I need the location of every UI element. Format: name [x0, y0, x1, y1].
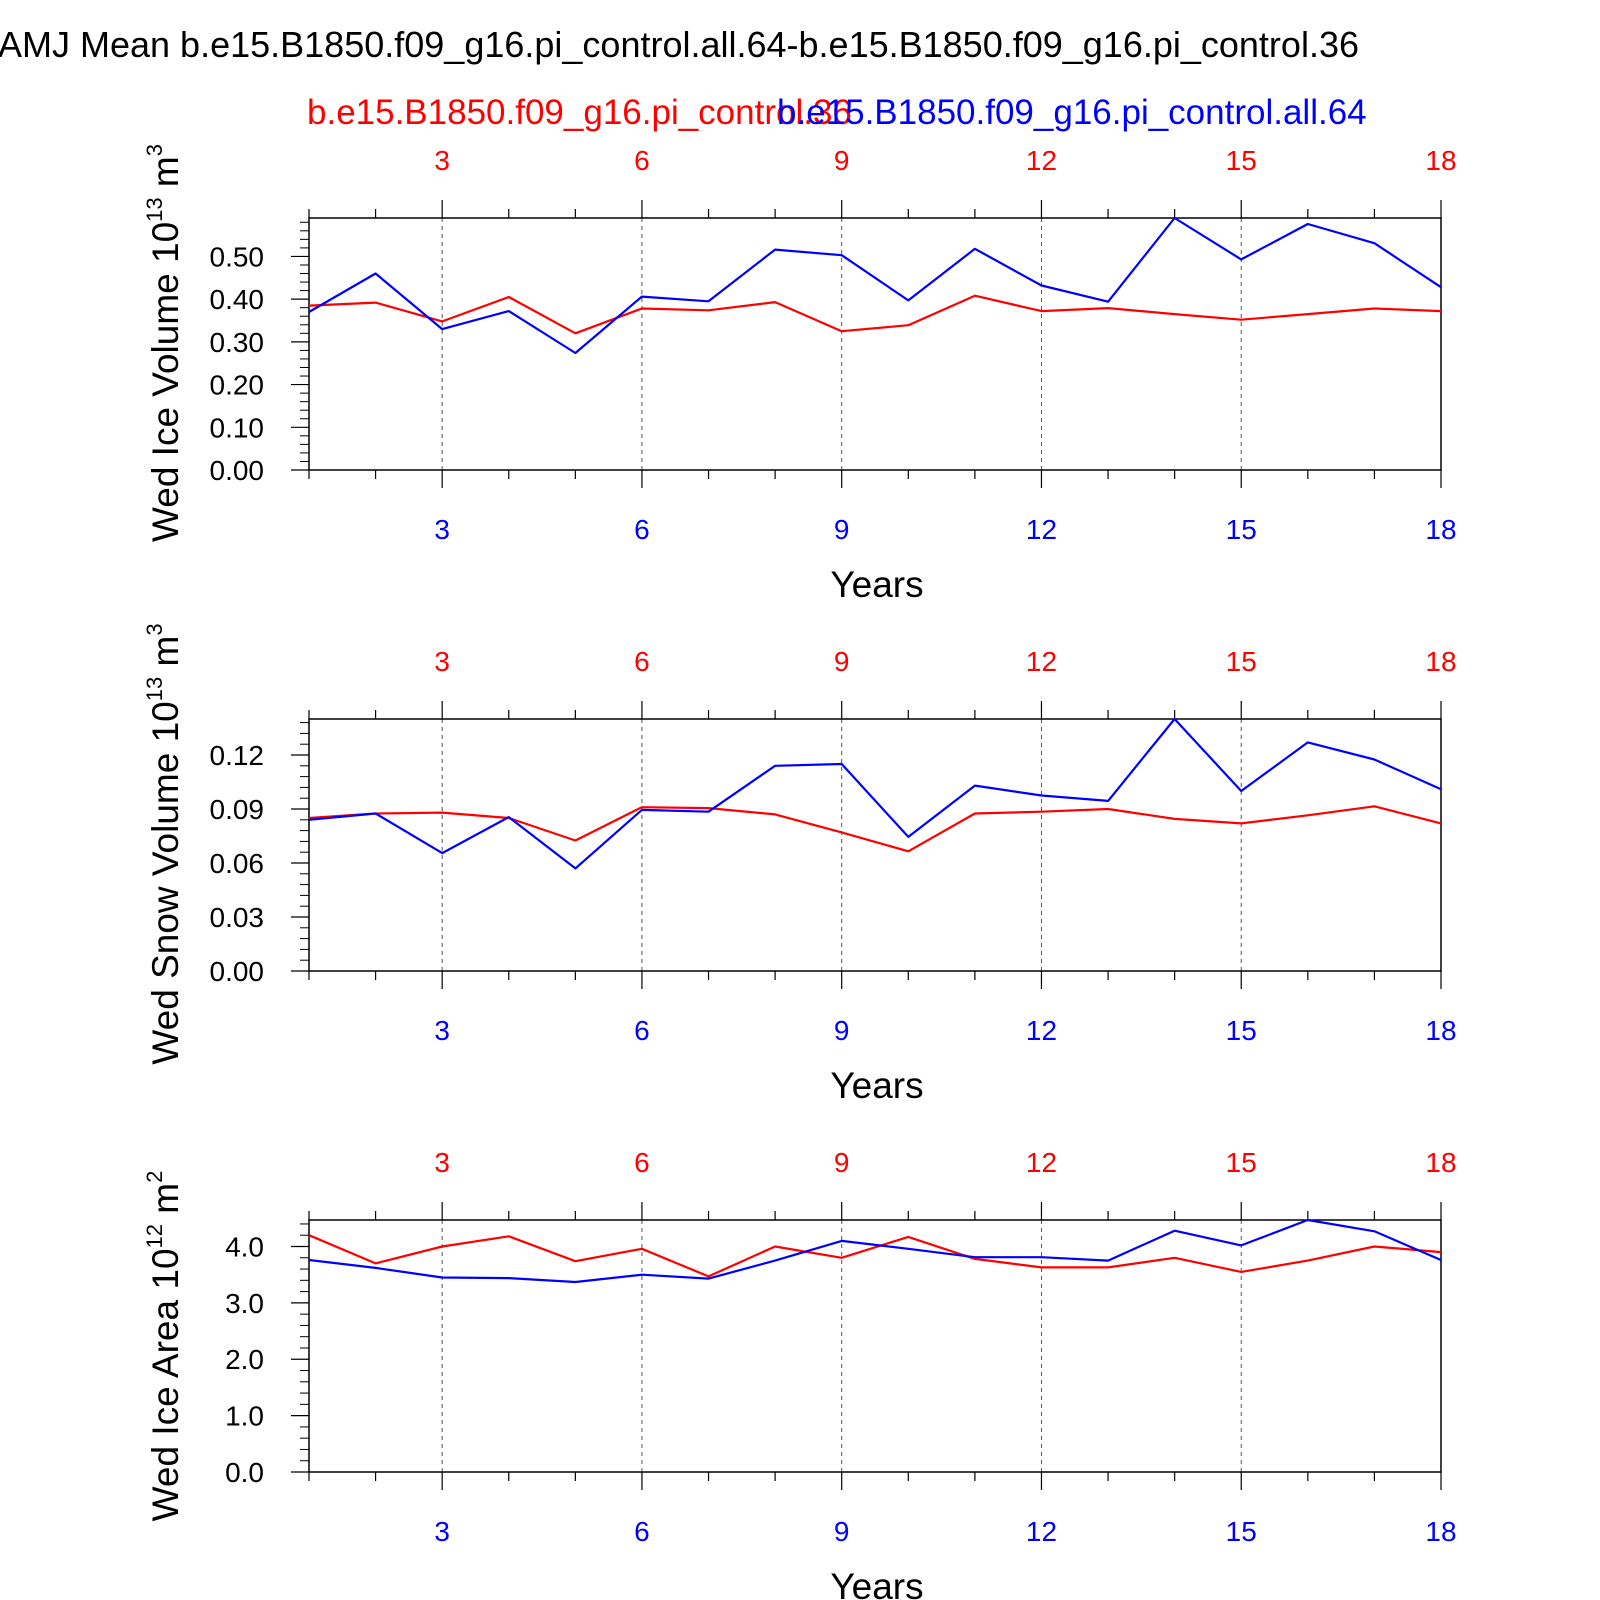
y-axis-label: Wed Ice Area 1012 m2 [142, 1171, 186, 1522]
y-tick-label: 1.0 [225, 1401, 264, 1432]
series-line-blue [308, 216, 1442, 355]
y-axis-label-superscript: 13 [142, 677, 167, 701]
x-tick-label-bottom: 18 [1425, 514, 1456, 545]
plot-frame [308, 1219, 1442, 1473]
y-axis-label-superscript: 3 [142, 144, 167, 156]
x-tick-label-top: 15 [1226, 145, 1257, 176]
x-tick-label-top: 15 [1226, 1147, 1257, 1178]
y-tick-label: 0.09 [210, 794, 265, 825]
series-line-red [308, 294, 1442, 335]
x-tick-label-top: 6 [634, 145, 650, 176]
y-tick-label: 0.40 [210, 284, 265, 315]
x-tick-label-top: 6 [634, 646, 650, 677]
y-axis-label-text: Wed Ice Area 10 [145, 1248, 186, 1521]
panel-1: 3 3 6 6 9 9 12 12 15 15 18 18 0.00 0.10 0.20 0.30 0.40 0.… [142, 144, 1457, 605]
x-tick-label-top: 9 [834, 1147, 850, 1178]
x-tick-label-bottom: 12 [1026, 1516, 1057, 1547]
y-axis-label-text: Wed Snow Volume 10 [145, 701, 186, 1064]
series-line-blue [308, 717, 1442, 870]
x-tick-label-top: 12 [1026, 1147, 1057, 1178]
x-axis-label: Years [830, 564, 923, 605]
plot-frame [308, 718, 1442, 972]
y-tick-label: 0.03 [210, 902, 265, 933]
figure-title: AMJ Mean b.e15.B1850.f09_g16.pi_control.… [0, 24, 1359, 65]
x-tick-label-bottom: 12 [1026, 1015, 1057, 1046]
x-tick-label-bottom: 3 [434, 1015, 450, 1046]
x-tick-label-bottom: 9 [834, 514, 850, 545]
x-tick-label-bottom: 15 [1226, 514, 1257, 545]
x-tick-label-bottom: 18 [1425, 1516, 1456, 1547]
y-tick-label: 0.00 [210, 455, 265, 486]
y-tick-label: 0.12 [210, 740, 265, 771]
x-tick-label-top: 3 [434, 145, 450, 176]
x-tick-label-top: 18 [1425, 1147, 1456, 1178]
y-axis-label-superscript: 3 [142, 623, 167, 635]
x-tick-label-top: 3 [434, 646, 450, 677]
x-tick-label-bottom: 3 [434, 514, 450, 545]
y-axis-label-text: m [145, 1183, 186, 1224]
plot-frame [308, 217, 1442, 471]
y-tick-label: 0.06 [210, 848, 265, 879]
y-axis-label-text: m [145, 636, 186, 677]
x-tick-label-bottom: 15 [1226, 1015, 1257, 1046]
y-axis-label-text: m [145, 156, 186, 197]
x-tick-label-bottom: 15 [1226, 1516, 1257, 1547]
y-axis-label-text: Wed Ice Volume 10 [145, 222, 186, 542]
x-tick-label-bottom: 9 [834, 1015, 850, 1046]
y-tick-label: 0.10 [210, 412, 265, 443]
x-tick-label-top: 18 [1425, 646, 1456, 677]
x-tick-label-bottom: 6 [634, 514, 650, 545]
x-tick-label-top: 6 [634, 1147, 650, 1178]
y-tick-label: 0.50 [210, 241, 265, 272]
y-axis-label-superscript: 13 [142, 197, 167, 221]
y-tick-label: 2.0 [225, 1344, 264, 1375]
series-line-red [308, 805, 1442, 853]
y-axis-label-superscript: 2 [142, 1171, 167, 1183]
y-axis-label-superscript: 12 [142, 1224, 167, 1248]
y-tick-label: 0.20 [210, 370, 265, 401]
x-tick-label-bottom: 9 [834, 1516, 850, 1547]
x-tick-label-top: 12 [1026, 145, 1057, 176]
series-line-blue [308, 1218, 1442, 1284]
x-tick-label-bottom: 12 [1026, 514, 1057, 545]
x-tick-label-top: 3 [434, 1147, 450, 1178]
panel-3: 3 3 6 6 9 9 12 12 15 15 18 18 0.0 1.0 2.0 3.0 4.0 Years We… [142, 1147, 1457, 1600]
series-line-red [308, 1234, 1442, 1278]
x-tick-label-bottom: 6 [634, 1516, 650, 1547]
x-axis-label: Years [830, 1566, 923, 1600]
x-tick-label-top: 9 [834, 145, 850, 176]
y-tick-label: 0.30 [210, 327, 265, 358]
x-tick-label-top: 15 [1226, 646, 1257, 677]
panels-group: 3 3 6 6 9 9 12 12 15 15 18 18 0.00 0.10 0.20 0.30 0.40 0.… [142, 144, 1457, 1600]
x-tick-label-top: 12 [1026, 646, 1057, 677]
y-tick-label: 0.0 [225, 1457, 264, 1488]
y-tick-label: 3.0 [225, 1288, 264, 1319]
y-tick-label: 0.00 [210, 956, 265, 987]
legend-label-blue: b.e15.B1850.f09_g16.pi_control.all.64 [777, 93, 1367, 132]
legend-label-red: b.e15.B1850.f09_g16.pi_control.36 [307, 93, 852, 132]
x-tick-label-bottom: 18 [1425, 1015, 1456, 1046]
x-tick-label-bottom: 6 [634, 1015, 650, 1046]
panel-2: 3 3 6 6 9 9 12 12 15 15 18 18 0.00 0.03 0.06 0.09 0.12 Ye… [142, 623, 1457, 1106]
x-axis-label: Years [830, 1065, 923, 1106]
x-tick-label-top: 18 [1425, 145, 1456, 176]
x-tick-label-bottom: 3 [434, 1516, 450, 1547]
x-tick-label-top: 9 [834, 646, 850, 677]
y-tick-label: 4.0 [225, 1231, 264, 1262]
y-axis-label: Wed Ice Volume 1013 m3 [142, 144, 186, 542]
y-axis-label: Wed Snow Volume 1013 m3 [142, 623, 186, 1064]
